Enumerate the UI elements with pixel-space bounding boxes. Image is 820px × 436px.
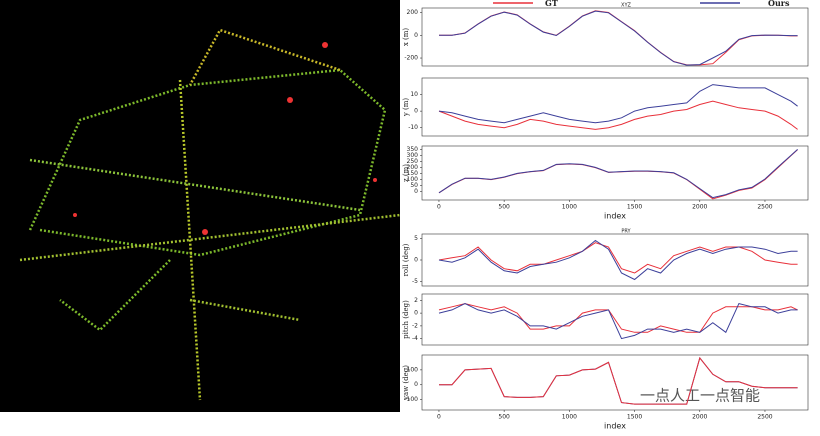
y-tick-label: 0 <box>414 310 418 317</box>
legend-label: Ours <box>768 0 790 8</box>
map-roads <box>19 28 401 401</box>
x-tick-label: 500 <box>498 204 510 211</box>
chart-title: PRY <box>621 229 631 235</box>
y-tick-label: 0 <box>414 381 418 388</box>
watermark: 一点人工一点智能 <box>640 387 760 405</box>
x-tick-label: 1000 <box>562 414 577 421</box>
y-tick-label: 0 <box>414 257 418 264</box>
y-axis-label: yaw (deg) <box>402 365 410 401</box>
plot-frame <box>421 233 809 287</box>
y-tick-label: 5 <box>414 235 418 242</box>
series-line <box>439 10 798 66</box>
y-tick-label: 350 <box>407 146 419 153</box>
y-tick-label: -10 <box>408 124 418 131</box>
plot-frame <box>421 293 809 346</box>
map-highlights <box>73 42 377 235</box>
x-tick-label: 2000 <box>692 204 707 211</box>
series-line <box>438 100 798 130</box>
x-tick-label: 1500 <box>627 204 642 211</box>
x-tick-label: 2500 <box>757 204 772 211</box>
y-tick-label: 100 <box>407 366 419 373</box>
x-axis-label: index <box>604 422 626 431</box>
y-tick-label: 200 <box>407 9 419 16</box>
y-tick-label: 300 <box>407 152 419 159</box>
chart-title: XYZ <box>621 3 631 9</box>
series-line <box>438 303 798 333</box>
y-tick-label: 0 <box>414 108 418 115</box>
y-tick-label: 150 <box>407 170 419 177</box>
x-tick-label: 0 <box>437 204 441 211</box>
y-tick-label: -200 <box>404 55 418 62</box>
y-tick-label: 250 <box>407 158 419 165</box>
y-tick-label: 0 <box>414 188 418 195</box>
y-tick-label: 100 <box>407 176 419 183</box>
y-tick-label: -5 <box>412 278 418 285</box>
y-tick-label: 50 <box>410 182 418 189</box>
x-axis-label: index <box>604 212 626 221</box>
legend-label: GT <box>545 0 558 8</box>
plot-frame <box>421 77 809 137</box>
y-axis-label: y (m) <box>402 98 410 118</box>
x-tick-label: 1500 <box>627 414 642 421</box>
plot-frame <box>421 354 809 411</box>
y-tick-label: -2 <box>412 322 418 329</box>
y-axis-label: x (m) <box>402 28 410 47</box>
y-axis-label: roll (deg) <box>402 243 410 276</box>
series-line <box>438 84 798 124</box>
series-line <box>438 303 798 340</box>
series-line <box>438 242 798 274</box>
series-line <box>438 149 798 200</box>
y-tick-label: 10 <box>410 91 418 98</box>
x-tick-label: 2000 <box>692 414 707 421</box>
x-tick-label: 2500 <box>757 414 772 421</box>
series-line <box>438 149 798 199</box>
y-axis-label: pitch (deg) <box>402 300 410 339</box>
y-tick-label: -100 <box>404 396 418 403</box>
x-tick-label: 0 <box>437 414 441 421</box>
y-axis-label: z (m) <box>402 164 410 182</box>
y-tick-label: 2 <box>414 297 418 304</box>
y-tick-label: -4 <box>412 335 418 342</box>
point-cloud-map <box>0 0 400 412</box>
plot-frame <box>421 145 809 201</box>
plot-frame <box>421 7 809 67</box>
x-tick-label: 1000 <box>562 204 577 211</box>
y-tick-label: 0 <box>414 32 418 39</box>
series-line <box>439 356 798 405</box>
x-tick-label: 500 <box>498 414 510 421</box>
y-tick-label: 200 <box>407 164 419 171</box>
series-line <box>438 239 798 281</box>
